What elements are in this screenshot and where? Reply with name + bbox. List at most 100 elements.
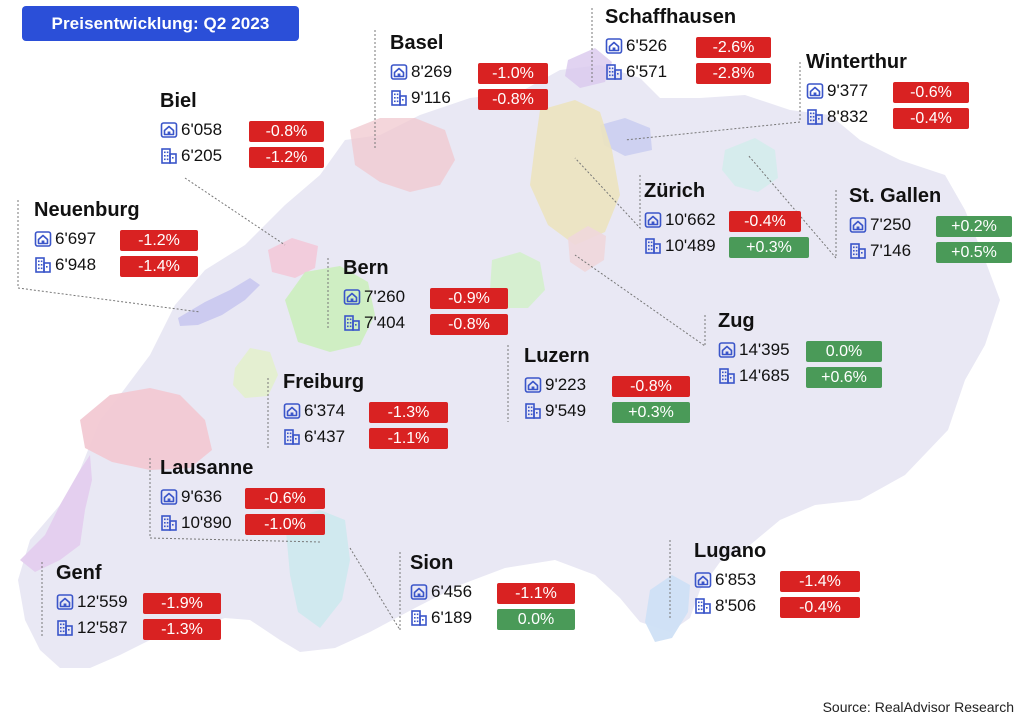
house-icon bbox=[605, 37, 623, 55]
apartment-building-icon bbox=[390, 89, 408, 107]
house-price: 8'269 bbox=[411, 62, 453, 81]
house-price: 6'374 bbox=[304, 401, 346, 420]
house-icon bbox=[160, 488, 178, 506]
apartment-change-badge: -1.1% bbox=[369, 428, 448, 449]
apartment-building-icon bbox=[343, 314, 361, 332]
callout-freiburg: Freiburg 6'374 -1.3% 6'437 -1.1% bbox=[283, 369, 448, 451]
callout-sion: Sion 6'456 -1.1% 6'189 0.0% bbox=[410, 550, 575, 632]
apartment-price: 6'437 bbox=[304, 427, 346, 446]
house-icon bbox=[390, 63, 408, 81]
city-name: Bern bbox=[343, 257, 389, 279]
region-zug bbox=[568, 226, 606, 272]
house-price: 6'853 bbox=[715, 570, 757, 589]
city-name: Zürich bbox=[644, 180, 706, 202]
callout-lausanne: Lausanne 9'636 -0.6% 10'890 -1.0% bbox=[160, 455, 325, 537]
apartment-change-badge: +0.6% bbox=[806, 367, 882, 388]
house-price: 9'636 bbox=[181, 487, 223, 506]
apartment-change-badge: -0.4% bbox=[780, 597, 860, 618]
apartment-price: 8'506 bbox=[715, 596, 757, 615]
map-title-badge: Preisentwicklung: Q2 2023 bbox=[22, 6, 299, 41]
apartment-building-icon bbox=[410, 609, 428, 627]
house-price: 6'456 bbox=[431, 582, 473, 601]
house-price: 7'250 bbox=[870, 215, 912, 234]
apartment-price: 9'116 bbox=[411, 88, 451, 107]
callout-schaffhausen: Schaffhausen 6'526 -2.6% 6'571 -2.8% bbox=[605, 4, 771, 86]
city-name: Basel bbox=[390, 32, 444, 54]
city-name: Neuenburg bbox=[34, 199, 140, 221]
house-price: 12'559 bbox=[77, 592, 128, 611]
city-name: Winterthur bbox=[806, 51, 907, 73]
apartment-change-badge: 0.0% bbox=[497, 609, 575, 630]
city-name: Genf bbox=[56, 562, 102, 584]
source-credit: Source: RealAdvisor Research bbox=[822, 699, 1014, 715]
house-icon bbox=[694, 571, 712, 589]
leader-lines bbox=[17, 8, 837, 638]
apartment-building-icon bbox=[160, 147, 178, 165]
house-change-badge: -1.0% bbox=[478, 63, 548, 84]
city-name: St. Gallen bbox=[849, 185, 942, 207]
house-icon bbox=[283, 402, 301, 420]
house-change-badge: -0.8% bbox=[249, 121, 324, 142]
apartment-building-icon bbox=[806, 108, 824, 126]
house-icon bbox=[160, 121, 178, 139]
callout-basel: Basel 8'269 -1.0% 9'116 -0.8% bbox=[390, 30, 548, 112]
city-name: Freiburg bbox=[283, 371, 365, 393]
house-icon bbox=[343, 288, 361, 306]
house-price: 10'662 bbox=[665, 210, 716, 229]
house-price: 7'260 bbox=[364, 287, 406, 306]
callout-lugano: Lugano 6'853 -1.4% 8'506 -0.4% bbox=[694, 538, 860, 620]
apartment-price: 12'587 bbox=[77, 618, 128, 637]
region-zurich bbox=[530, 100, 620, 245]
house-change-badge: -2.6% bbox=[696, 37, 771, 58]
apartment-change-badge: -0.4% bbox=[893, 108, 969, 129]
house-change-badge: -1.2% bbox=[120, 230, 198, 251]
apartment-building-icon bbox=[283, 428, 301, 446]
callout-biel: Biel 6'058 -0.8% 6'205 -1.2% bbox=[160, 88, 324, 170]
region-basel bbox=[350, 118, 455, 192]
region-genf bbox=[20, 455, 92, 572]
house-change-badge: -1.3% bbox=[369, 402, 448, 423]
apartment-change-badge: -2.8% bbox=[696, 63, 771, 84]
city-name: Sion bbox=[410, 552, 454, 574]
house-change-badge: -1.4% bbox=[780, 571, 860, 592]
apartment-building-icon bbox=[644, 237, 662, 255]
apartment-price: 6'571 bbox=[626, 62, 668, 81]
apartment-change-badge: +0.3% bbox=[612, 402, 690, 423]
house-price: 6'058 bbox=[181, 120, 223, 139]
apartment-price: 7'146 bbox=[870, 241, 912, 260]
apartment-change-badge: -1.3% bbox=[143, 619, 221, 640]
apartment-price: 14'685 bbox=[739, 366, 790, 385]
house-price: 6'526 bbox=[626, 36, 668, 55]
city-name: Zug bbox=[718, 310, 755, 332]
callout-neuenburg: Neuenburg 6'697 -1.2% 6'948 -1.4% bbox=[34, 197, 198, 279]
house-price: 9'377 bbox=[827, 81, 869, 100]
apartment-building-icon bbox=[694, 597, 712, 615]
callout-zurich: Zürich 10'662 -0.4% 10'489 +0.3% bbox=[644, 178, 809, 260]
house-change-badge: -0.4% bbox=[729, 211, 801, 232]
region-st-gallen bbox=[722, 138, 778, 192]
house-icon bbox=[849, 216, 867, 234]
callout-bern: Bern 7'260 -0.9% 7'404 -0.8% bbox=[343, 255, 508, 337]
house-price: 14'395 bbox=[739, 340, 790, 359]
apartment-price: 6'189 bbox=[431, 608, 473, 627]
region-winterthur bbox=[600, 118, 652, 156]
city-name: Lausanne bbox=[160, 457, 254, 479]
house-price: 9'223 bbox=[545, 375, 587, 394]
house-change-badge: -0.8% bbox=[612, 376, 690, 397]
house-change-badge: +0.2% bbox=[936, 216, 1012, 237]
apartment-building-icon bbox=[56, 619, 74, 637]
apartment-price: 10'890 bbox=[181, 513, 232, 532]
apartment-change-badge: +0.5% bbox=[936, 242, 1012, 263]
region-biel bbox=[268, 238, 318, 278]
house-icon bbox=[56, 593, 74, 611]
apartment-price: 8'832 bbox=[827, 107, 869, 126]
house-icon bbox=[410, 583, 428, 601]
region-freiburg bbox=[233, 348, 278, 398]
apartment-building-icon bbox=[605, 63, 623, 81]
house-change-badge: -0.6% bbox=[893, 82, 969, 103]
apartment-building-icon bbox=[718, 367, 736, 385]
city-name: Luzern bbox=[524, 345, 590, 367]
apartment-building-icon bbox=[849, 242, 867, 260]
apartment-change-badge: +0.3% bbox=[729, 237, 809, 258]
apartment-change-badge: -1.4% bbox=[120, 256, 198, 277]
